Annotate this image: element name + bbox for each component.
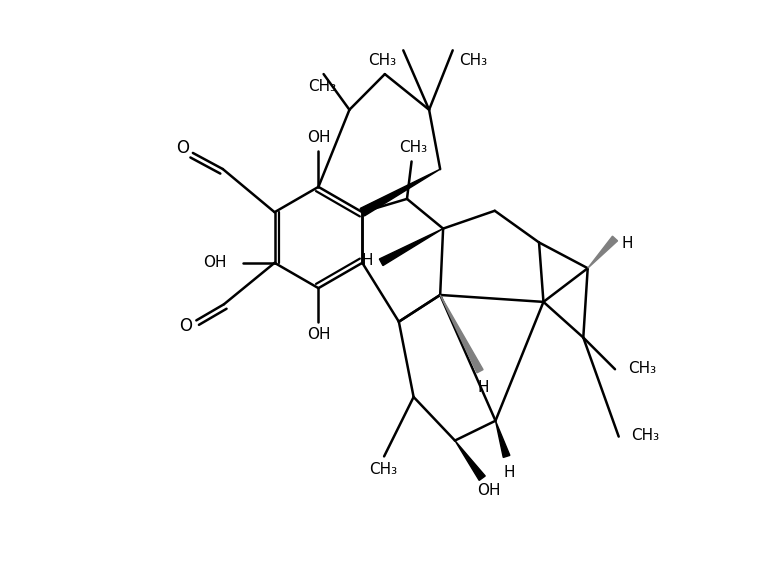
- Text: OH: OH: [307, 327, 330, 342]
- Text: CH₃: CH₃: [628, 361, 656, 375]
- Text: H: H: [361, 253, 373, 268]
- Text: H: H: [504, 465, 516, 480]
- Text: O: O: [176, 139, 189, 157]
- Text: CH₃: CH₃: [369, 461, 397, 476]
- Text: OH: OH: [307, 131, 330, 145]
- Polygon shape: [360, 169, 440, 216]
- Text: H: H: [477, 380, 488, 395]
- Text: OH: OH: [204, 255, 227, 270]
- Text: H: H: [622, 236, 633, 250]
- Text: CH₃: CH₃: [631, 428, 659, 443]
- Polygon shape: [455, 440, 485, 480]
- Text: CH₃: CH₃: [459, 53, 488, 68]
- Polygon shape: [440, 295, 483, 373]
- Text: OH: OH: [477, 483, 501, 498]
- Polygon shape: [495, 421, 510, 457]
- Text: CH₃: CH₃: [399, 139, 427, 155]
- Text: O: O: [179, 317, 193, 335]
- Text: CH₃: CH₃: [368, 53, 396, 68]
- Text: CH₃: CH₃: [308, 79, 336, 94]
- Polygon shape: [587, 236, 618, 268]
- Polygon shape: [379, 228, 443, 266]
